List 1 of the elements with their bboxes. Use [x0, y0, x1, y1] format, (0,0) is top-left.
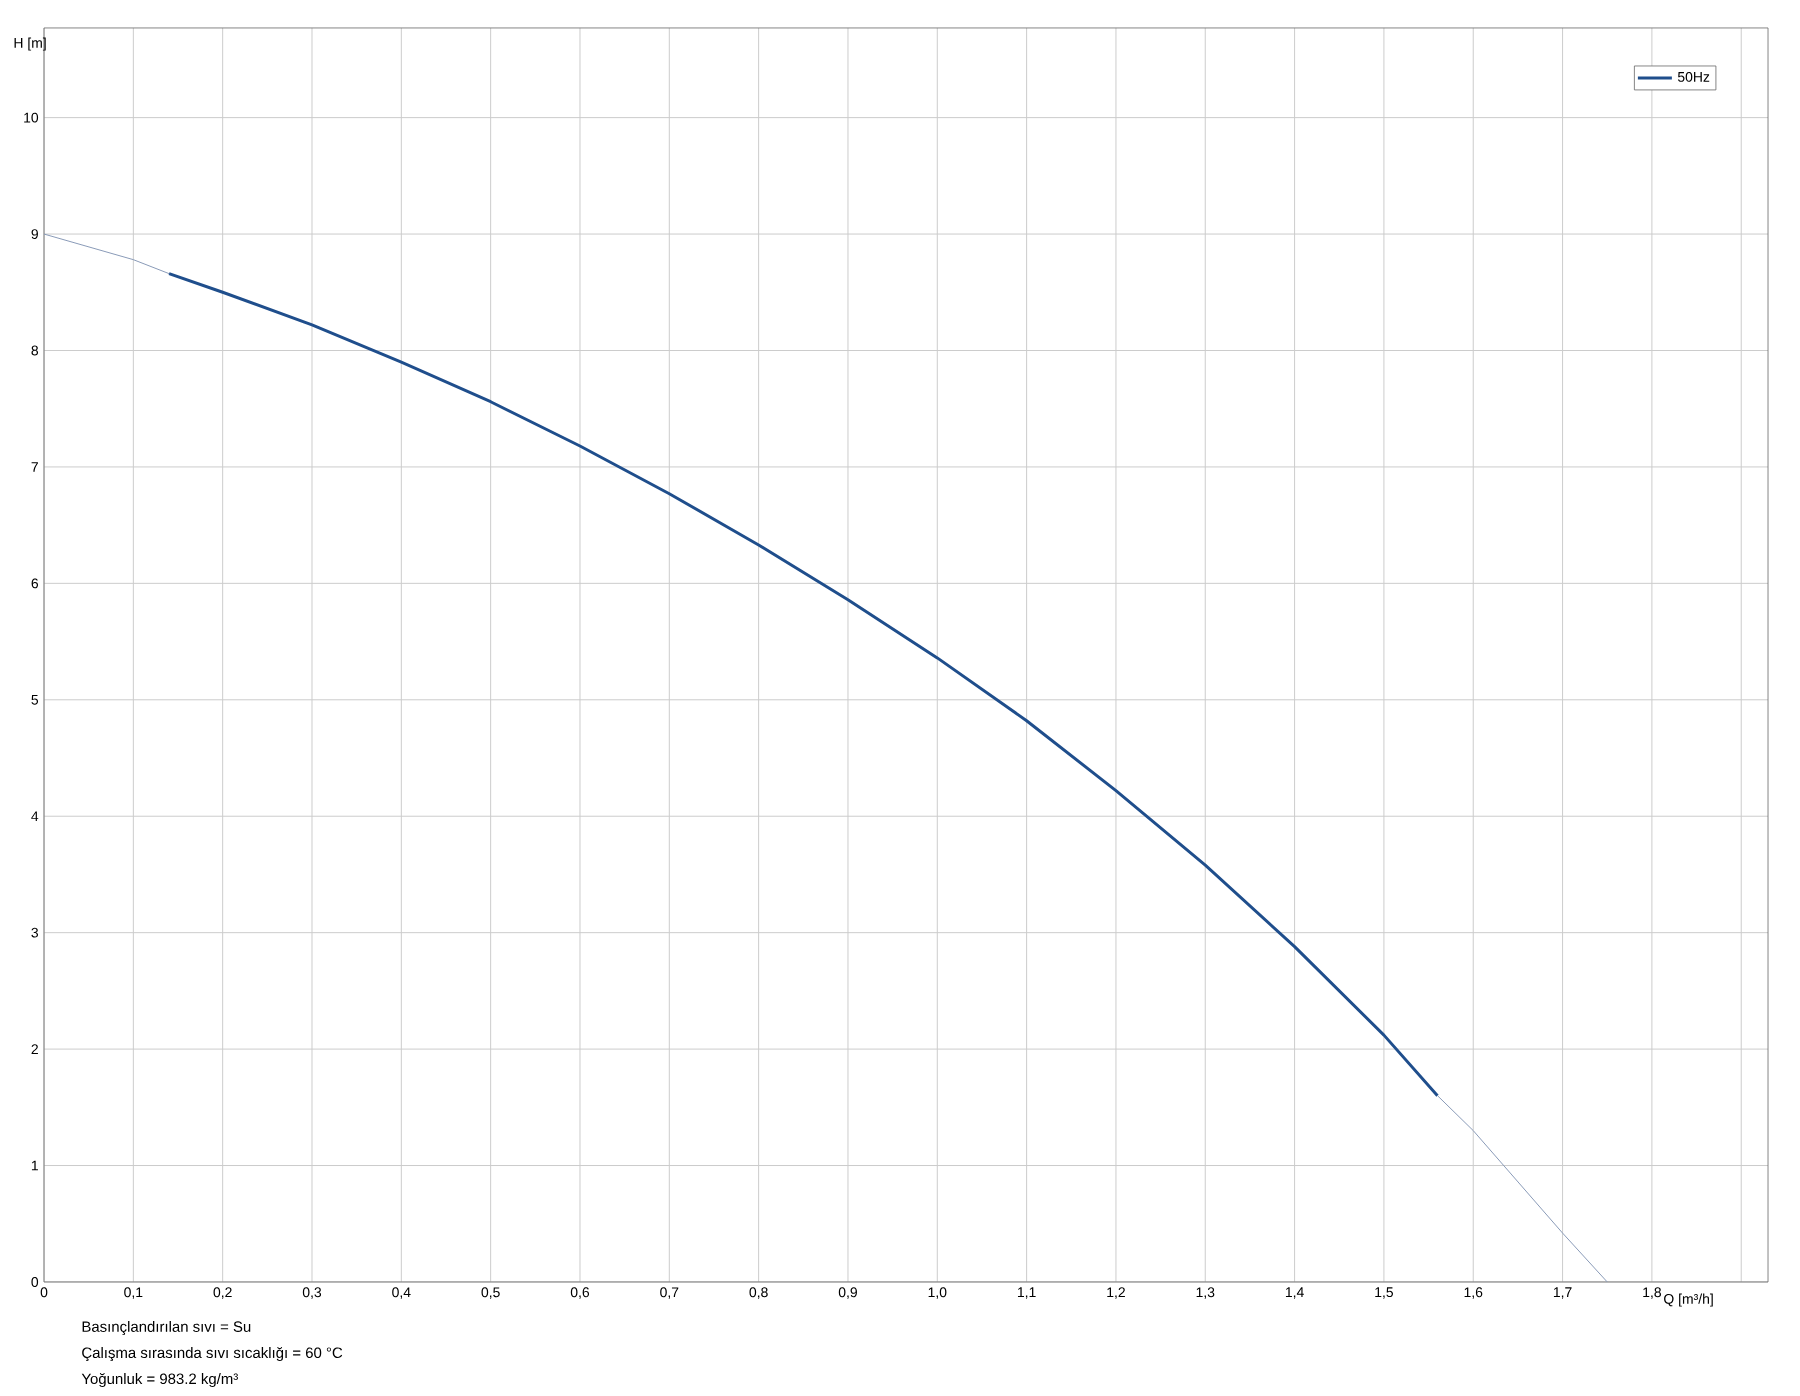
line-series — [167, 272, 1440, 1098]
